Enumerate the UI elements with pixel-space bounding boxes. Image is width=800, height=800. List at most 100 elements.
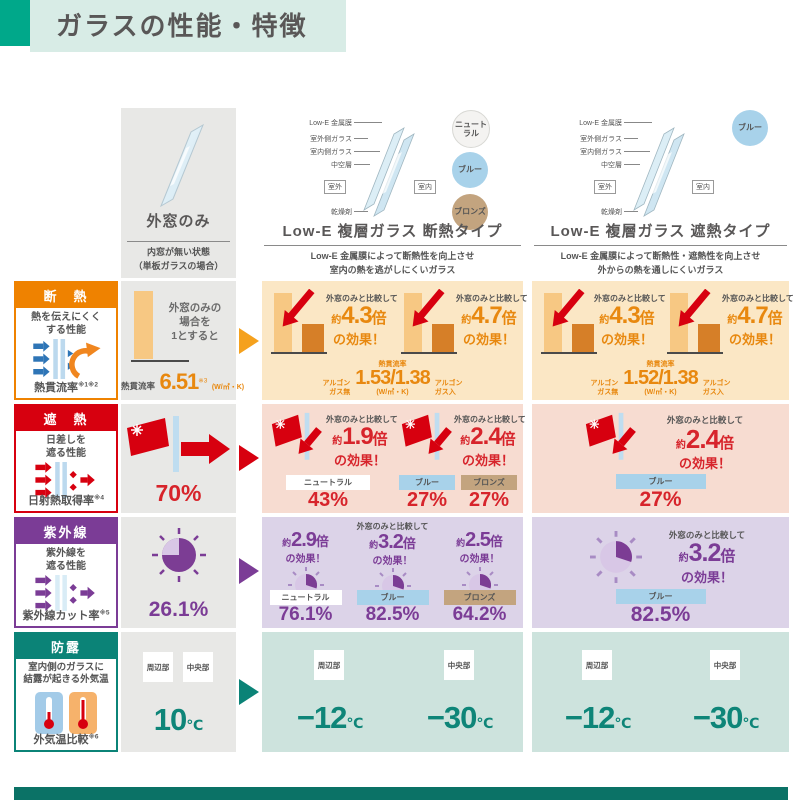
sun-deflect-icon bbox=[271, 412, 322, 460]
sun-block-icon bbox=[16, 462, 116, 498]
label-line bbox=[624, 211, 638, 212]
divider bbox=[534, 245, 787, 246]
effect-block: 外窓のみと比較して 約3.2倍 の効果！ bbox=[668, 530, 746, 585]
baseline-uv-cut: 26.1% bbox=[148, 598, 209, 621]
uv-group-blue: 外窓のみと比較して 約3.2倍 の効果！ ブルー 82.5% bbox=[356, 522, 429, 625]
column-title-baseline: 外窓のみ bbox=[146, 213, 211, 230]
row-desc-uv: 紫外線を 遮る性能 bbox=[46, 548, 86, 572]
edge-temp: −12℃ bbox=[296, 700, 364, 735]
chip-value-block: ブルー 82.5% bbox=[532, 589, 789, 625]
single-glass-icon bbox=[159, 123, 205, 208]
double-glass-icon bbox=[363, 127, 415, 217]
flow-arrow-icon bbox=[239, 328, 259, 354]
column-title-shielding-type: Low-E 複層ガラス 遮熱タイプ bbox=[550, 223, 771, 240]
column-subtitle-baseline: 内窓が無い状態 （単板ガラスの場合） bbox=[133, 247, 224, 271]
baseline-cell-condensation: 周辺部 中央部 10℃ bbox=[121, 632, 236, 752]
center-temp: −30℃ bbox=[426, 700, 494, 735]
diagram-label-indoor: 室内 bbox=[414, 180, 436, 194]
bar-drop-chart-icon bbox=[271, 289, 327, 354]
sun-deflect-icon bbox=[401, 412, 452, 460]
diagram-label-outer-glass: 室外側ガラス bbox=[580, 136, 622, 143]
diagram-label-desiccant: 乾燥剤 bbox=[331, 209, 352, 216]
divider bbox=[127, 241, 230, 242]
uv-pie-sun-icon bbox=[152, 528, 206, 582]
thermometer-icons bbox=[16, 691, 116, 734]
next-section-bar bbox=[14, 787, 788, 800]
column-header-shielding-type: Low-E 金属膜 室外側ガラス 室内側ガラス 中空層 乾燥剤 室外 室内 ブル… bbox=[532, 108, 789, 278]
chip-value-duo: ブルー 27% ブロンズ 27% bbox=[396, 475, 520, 510]
baseline-cell-insulation: 外窓のみの 場合を 1とすると 熱貫流率 6.51※3 (W/㎡・K) bbox=[121, 281, 245, 400]
divider bbox=[264, 245, 521, 246]
uv-group-neutral: 約2.9倍 の効果！ ニュートラル 76.1% bbox=[262, 521, 349, 624]
baseline-u-value: 熱貫流率 6.51※3 (W/㎡・K) bbox=[121, 369, 245, 394]
baseline-shgc: 70% bbox=[155, 480, 202, 506]
effect-block: 外窓のみと比較して 約2.4倍 の効果！ bbox=[666, 415, 744, 471]
page-title: ガラスの性能・特徴 bbox=[56, 11, 308, 41]
uv-group-bronze: 約2.5倍 の効果！ ブロンズ 64.2% bbox=[436, 521, 523, 624]
swatch-blue: ブルー bbox=[732, 110, 768, 146]
effect-block: 外窓のみと比較して 約4.3倍 の効果！ bbox=[594, 294, 666, 347]
diagram-label-desiccant: 乾燥剤 bbox=[601, 209, 622, 216]
double-glass-icon bbox=[633, 127, 685, 217]
row-header-condensation: 防露 室内側のガラスに 結露が起きる外気温 外気温比較※6 bbox=[14, 632, 118, 752]
uv-pie-sun-icon bbox=[590, 531, 642, 583]
row-header-insulation: 断 熱 熱を伝えにくく する性能 熱貫流率※1※2 bbox=[14, 281, 118, 400]
baseline-note: 外窓のみの 場合を 1とすると bbox=[168, 302, 222, 343]
label-line bbox=[624, 122, 652, 123]
diagram-label-air-layer: 中空層 bbox=[331, 162, 352, 169]
center-temp: −30℃ bbox=[692, 700, 760, 735]
label-line bbox=[354, 151, 380, 152]
column-title-insulation-type: Low-E 複層ガラス 断熱タイプ bbox=[282, 223, 503, 240]
row-desc-insulation: 熱を伝えにくく する性能 bbox=[31, 312, 101, 336]
baseline-cell-uv: 26.1% bbox=[121, 517, 236, 628]
insulation-type-cell-shading: 外窓のみと比較して 約1.9倍 の効果！ ニュートラル 43% 外窓のみと比較し… bbox=[262, 404, 526, 513]
insulation-type-cell-condensation: 周辺部 −12℃ 中央部 −30℃ bbox=[262, 632, 523, 752]
row-metric-insulation: 熱貫流率※1※2 bbox=[34, 381, 98, 394]
column-subtitle-shielding-type: Low-E 金属膜によって断熱性・遮熱性を向上させ 外からの熱を通しにくいガラス bbox=[560, 251, 761, 275]
axis-line bbox=[131, 360, 189, 362]
shielding-type-cell-insulation: 外窓のみと比較して 約4.3倍 の効果！ 外窓のみと比較して 約4.7倍 の効果… bbox=[532, 281, 794, 400]
swatch-blue: ブルー bbox=[452, 152, 488, 188]
swatch-bronze: ブロンズ bbox=[452, 194, 488, 230]
column-header-baseline: 外窓のみ 内窓が無い状態 （単板ガラスの場合） bbox=[121, 108, 236, 278]
label-line bbox=[354, 164, 370, 165]
diagram-label-metal-film: Low-E 金属膜 bbox=[309, 120, 352, 127]
shielding-type-cell-uv: 外窓のみと比較して 約3.2倍 の効果！ ブルー 82.5% bbox=[532, 517, 789, 628]
row-header-uv: 紫外線 紫外線を 遮る性能 紫外線カット率※5 bbox=[14, 517, 118, 628]
diagram-label-inner-glass: 室内側ガラス bbox=[310, 149, 352, 156]
swatch-neutral: ニュートラル bbox=[452, 110, 490, 148]
uv-block-icon bbox=[16, 575, 116, 611]
row-title-shading: 遮 熱 bbox=[16, 406, 116, 431]
row-metric-shading: 日射熱取得率※4 bbox=[28, 494, 104, 507]
u-value-group: アルゴン ガス無 熱貫流率 1.52/1.38 (W/㎡・K) アルゴン ガス入 bbox=[590, 361, 731, 396]
row-desc-shading: 日差しを 遮る性能 bbox=[46, 435, 86, 459]
header-band: ガラスの性能・特徴 bbox=[30, 0, 346, 52]
diagram-label-outdoor: 室外 bbox=[594, 180, 616, 194]
sun-deflect-icon bbox=[585, 412, 636, 460]
header-accent-square bbox=[0, 0, 30, 46]
insulation-type-cell-uv: 約2.9倍 の効果！ ニュートラル 76.1% 外窓のみと比較して 約3.2倍 … bbox=[262, 517, 523, 628]
column-header-insulation-type: Low-E 金属膜 室外側ガラス 室内側ガラス 中空層 乾燥剤 室外 室内 ニュ… bbox=[262, 108, 523, 278]
row-desc-condensation: 室内側のガラスに 結露が起きる外気温 bbox=[23, 662, 109, 686]
shielding-type-cell-condensation: 周辺部 −12℃ 中央部 −30℃ bbox=[532, 632, 789, 752]
label-line bbox=[354, 138, 368, 139]
edge-label: 周辺部 bbox=[314, 650, 344, 680]
label-line bbox=[624, 138, 638, 139]
effect-block: 外窓のみと比較して 約1.9倍 の効果！ bbox=[326, 415, 398, 468]
chip-value-block: ニュートラル 43% bbox=[276, 475, 380, 510]
row-title-condensation: 防露 bbox=[16, 634, 116, 659]
baseline-temp: 10℃ bbox=[153, 702, 204, 737]
edge-label: 周辺部 bbox=[143, 652, 173, 682]
shielding-type-cell-shading: 外窓のみと比較して 約2.4倍 の効果！ ブルー 27% bbox=[532, 404, 789, 513]
row-metric-uv: 紫外線カット率※5 bbox=[22, 609, 110, 622]
chip-value-block: ブルー 27% bbox=[532, 474, 789, 510]
diagram-label-outer-glass: 室外側ガラス bbox=[310, 136, 352, 143]
row-metric-condensation: 外気温比較※6 bbox=[33, 733, 99, 746]
label-line bbox=[354, 211, 368, 212]
bar-drop-chart-icon bbox=[401, 289, 457, 354]
label-line bbox=[354, 122, 382, 123]
bar-drop-chart-icon bbox=[541, 289, 597, 354]
flow-arrow-icon bbox=[239, 679, 259, 705]
label-line bbox=[624, 164, 640, 165]
center-label: 中央部 bbox=[710, 650, 740, 680]
